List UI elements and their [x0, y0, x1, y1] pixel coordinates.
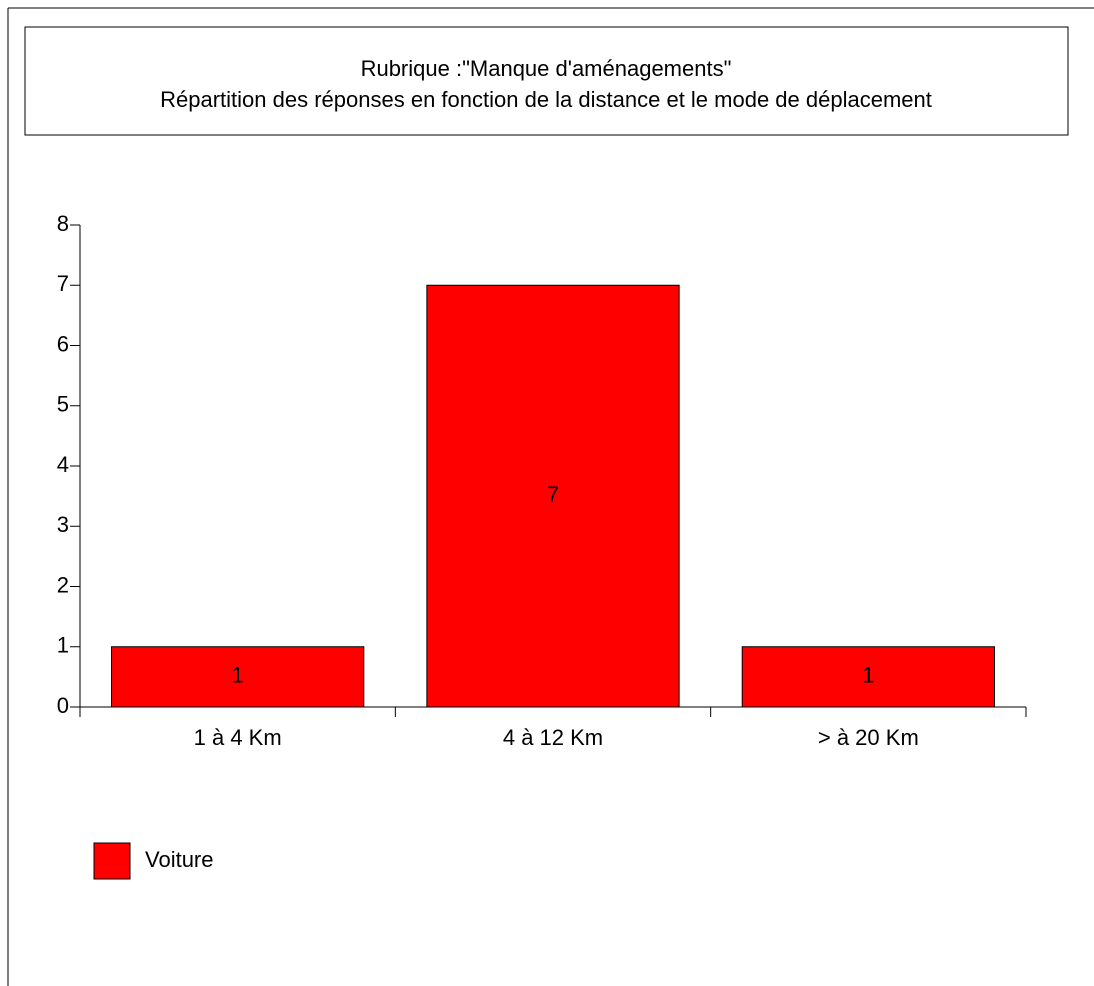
x-tick-label: 1 à 4 Km: [194, 725, 282, 750]
y-tick-label: 0: [57, 693, 69, 718]
title-box: [24, 26, 1069, 136]
y-tick-label: 2: [57, 572, 69, 597]
legend-swatch: [93, 842, 131, 880]
x-tick-label: > à 20 Km: [818, 725, 919, 750]
y-tick-label: 8: [57, 211, 69, 236]
y-tick-label: 4: [57, 452, 69, 477]
y-tick-label: 5: [57, 392, 69, 417]
chart-subtitle: Répartition des réponses en fonction de …: [160, 87, 932, 112]
bar: [111, 646, 365, 708]
bar: [426, 284, 680, 708]
y-tick-label: 6: [57, 331, 69, 356]
data-label: 1: [862, 663, 874, 688]
chart-title: Rubrique :"Manque d'aménagements": [361, 56, 732, 81]
data-label: 7: [547, 482, 559, 507]
y-tick-label: 3: [57, 512, 69, 537]
legend-label: Voiture: [145, 847, 214, 872]
bar: [741, 646, 995, 708]
x-tick-label: 4 à 12 Km: [503, 725, 603, 750]
y-tick-label: 7: [57, 271, 69, 296]
data-label: 1: [232, 663, 244, 688]
y-tick-label: 1: [57, 633, 69, 658]
